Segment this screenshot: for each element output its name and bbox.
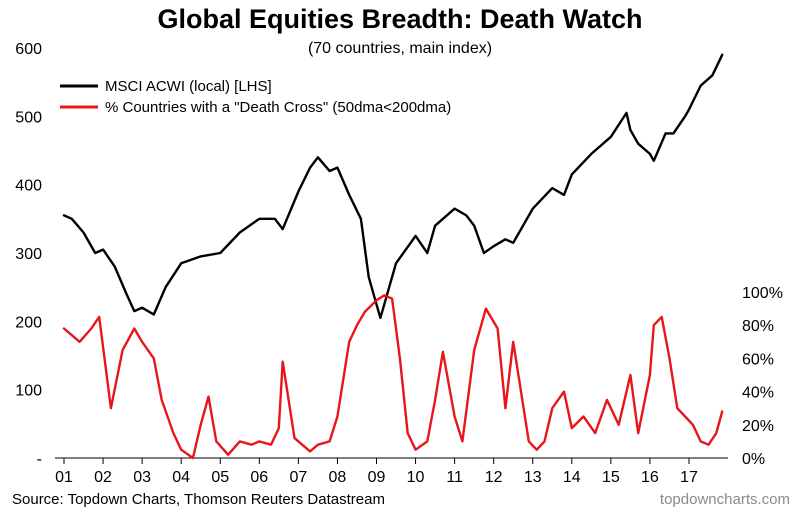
left-tick-label: 600 (15, 41, 42, 58)
left-tick-label: 400 (15, 178, 42, 195)
series-line-death-cross (62, 294, 724, 460)
source-note: Source: Topdown Charts, Thomson Reuters … (12, 491, 385, 508)
x-tick-label: 14 (563, 469, 581, 486)
right-tick-label: 100% (742, 285, 783, 302)
chart-subtitle: (70 countries, main index) (307, 40, 493, 57)
x-tick-label: 01 (55, 469, 73, 486)
x-tick-label: 11 (446, 469, 463, 486)
x-tick-label: 05 (211, 469, 229, 486)
series-layer (62, 53, 724, 460)
x-tick-label: 17 (680, 469, 698, 486)
x-tick-label: 03 (133, 469, 151, 486)
right-tick-label: 0% (742, 451, 765, 468)
x-tick-label: 13 (524, 469, 542, 486)
left-axis-ticks: - 100 200 300 400 500 600 (15, 41, 42, 468)
brand-watermark: topdowncharts.com (659, 491, 790, 508)
x-tick-label: 07 (289, 469, 307, 486)
left-tick-label: 100 (15, 383, 42, 400)
left-tick-label: 500 (15, 109, 42, 126)
chart-title: Global Equities Breadth: Death Watch (157, 4, 643, 34)
x-tick-label: 04 (172, 469, 190, 486)
x-tick-label: 09 (368, 469, 386, 486)
series-line-acwi (62, 53, 724, 320)
x-tick-label: 08 (329, 469, 347, 486)
left-tick-label: 300 (15, 246, 42, 263)
legend: MSCI ACWI (local) [LHS] % Countries with… (60, 78, 451, 116)
x-tick-label: 16 (641, 469, 659, 486)
x-tick-label: 02 (94, 469, 112, 486)
right-tick-label: 60% (742, 351, 774, 368)
right-tick-label: 40% (742, 385, 774, 402)
x-tick-label: 10 (407, 469, 425, 486)
left-tick-label: - (37, 451, 42, 468)
legend-label-acwi: MSCI ACWI (local) [LHS] (105, 78, 272, 95)
x-tick-label: 06 (250, 469, 268, 486)
right-tick-label: 20% (742, 418, 774, 435)
right-axis-ticks: 0% 20% 40% 60% 80% 100% (742, 285, 783, 468)
x-tick-label: 12 (485, 469, 503, 486)
legend-label-death-cross: % Countries with a "Death Cross" (50dma<… (105, 99, 451, 116)
x-tick-label: 15 (602, 469, 620, 486)
x-axis-ticks: 01 02 03 04 05 06 07 08 09 10 11 12 13 14 15 16 17 (55, 458, 698, 486)
right-tick-label: 80% (742, 318, 774, 335)
left-tick-label: 200 (15, 314, 42, 331)
